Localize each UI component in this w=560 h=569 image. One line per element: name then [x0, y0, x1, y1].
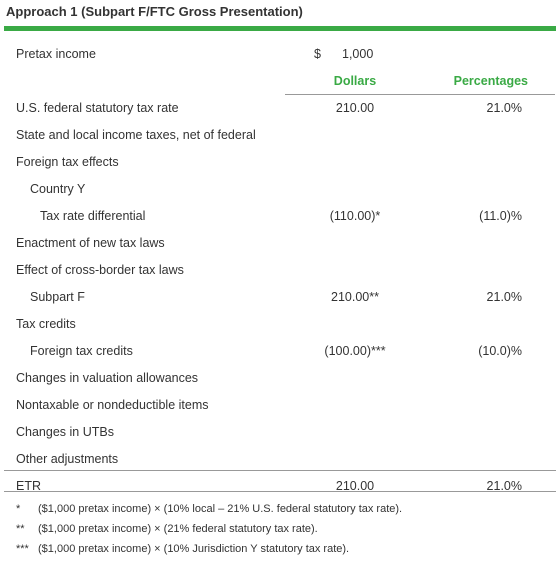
row-label: Subpart F — [30, 290, 85, 304]
row-label: Pretax income — [16, 47, 96, 61]
row-label: Other adjustments — [16, 452, 119, 466]
dollars: (100.00)*** — [324, 344, 386, 358]
dollars: 210.00 — [335, 101, 375, 115]
row-label: Changes in UTBs — [16, 425, 114, 439]
footnote-marker: *** — [16, 543, 29, 555]
total-rule — [4, 491, 556, 492]
title-bar — [4, 26, 556, 31]
footnote-text: ($1,000 pretax income) × (10% Jurisdicti… — [38, 543, 350, 555]
row-label: Tax rate differential — [40, 209, 146, 223]
percent: 21.0% — [486, 479, 522, 493]
row-label: Tax credits — [16, 317, 76, 331]
row-label: Changes in valuation allowances — [16, 371, 199, 385]
footnote-marker: ** — [16, 523, 25, 535]
footnote-marker: * — [16, 503, 21, 515]
currency: $ — [314, 47, 321, 61]
row-label: Effect of cross-border tax laws — [16, 263, 184, 277]
dollars: 210.00 — [335, 479, 375, 493]
row-label: State and local income taxes, net of fed… — [16, 128, 256, 142]
footnote-text: ($1,000 pretax income) × (21% federal st… — [38, 523, 318, 535]
row-label: U.S. federal statutory tax rate — [16, 101, 179, 115]
total-rule — [4, 470, 556, 471]
row-label: Foreign tax credits — [30, 344, 133, 358]
percent: (10.0)% — [478, 344, 522, 358]
amount: 1,000 — [342, 47, 374, 61]
row-label: Nontaxable or nondeductible items — [16, 398, 209, 412]
column-header: Percentages — [453, 74, 528, 88]
percent: 21.0% — [486, 290, 522, 304]
row-label: Enactment of new tax laws — [16, 236, 165, 250]
dollars: (110.00)* — [329, 209, 381, 223]
header-rule — [285, 94, 555, 95]
row-label: Country Y — [30, 182, 86, 196]
column-header: Dollars — [333, 74, 377, 88]
title: Approach 1 (Subpart F/FTC Gross Presenta… — [6, 4, 303, 19]
percent: 21.0% — [486, 101, 522, 115]
row-label: ETR — [16, 479, 41, 493]
footnote-text: ($1,000 pretax income) × (10% local – 21… — [38, 503, 403, 515]
percent: (11.0)% — [479, 209, 522, 223]
dollars: 210.00** — [331, 290, 379, 304]
row-label: Foreign tax effects — [16, 155, 119, 169]
